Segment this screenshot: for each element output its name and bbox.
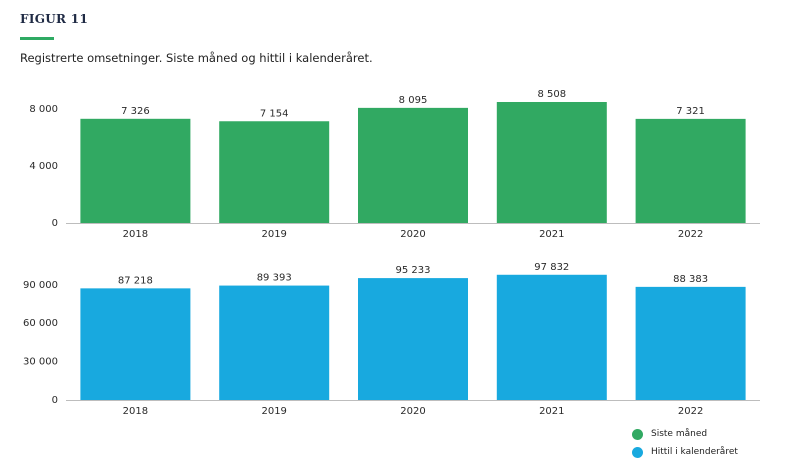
x-tick-label-siste: 2019: [261, 229, 286, 240]
x-tick-label-hittil: 2020: [400, 406, 425, 417]
data-label-hittil: 89 393: [257, 273, 292, 284]
x-tick-label-siste: 2020: [400, 229, 425, 240]
y-tick-label-siste: 8 000: [29, 104, 58, 115]
figure-label: FIGUR 11: [20, 12, 89, 26]
bar-siste-2020: [358, 107, 468, 223]
data-label-hittil: 88 383: [673, 274, 708, 285]
bar-siste-2019: [219, 121, 330, 223]
legend-label-siste: Siste måned: [651, 429, 708, 439]
data-label-siste: 8 095: [399, 95, 428, 106]
x-tick-label-hittil: 2019: [261, 406, 286, 417]
bar-hittil-2022: [635, 286, 746, 400]
bar-siste-2018: [80, 118, 191, 223]
y-tick-label-hittil: 90 000: [23, 280, 58, 291]
y-tick-label-hittil: 0: [52, 395, 58, 406]
data-label-hittil: 97 832: [534, 262, 569, 273]
data-label-siste: 7 326: [121, 106, 150, 117]
y-tick-label-siste: 4 000: [29, 161, 58, 172]
x-tick-label-hittil: 2021: [539, 406, 564, 417]
x-tick-label-hittil: 2022: [678, 406, 703, 417]
x-tick-label-siste: 2022: [678, 229, 703, 240]
legend-label-hittil: Hittil i kalenderåret: [651, 447, 738, 457]
legend-swatch-hittil: [632, 446, 643, 458]
legend-item-siste: Siste måned: [632, 425, 738, 443]
bar-hittil-2018: [80, 288, 191, 400]
legend-item-hittil: Hittil i kalenderåret: [632, 443, 738, 461]
bar-hittil-2020: [358, 278, 468, 400]
bar-hittil-2019: [219, 285, 330, 400]
x-tick-label-siste: 2018: [123, 229, 148, 240]
figure-subtitle: Registrerte omsetninger. Siste måned og …: [20, 51, 373, 65]
x-tick-label-siste: 2021: [539, 229, 564, 240]
bar-hittil-2021: [496, 274, 607, 400]
y-tick-label-hittil: 60 000: [23, 318, 58, 329]
legend: Siste måned Hittil i kalenderåret: [632, 425, 738, 461]
x-tick-label-hittil: 2018: [123, 406, 148, 417]
figure-accent-rule: [20, 37, 54, 40]
bar-siste-2021: [496, 101, 607, 223]
data-label-hittil: 95 233: [396, 265, 431, 276]
bar-siste-2022: [635, 118, 746, 223]
y-tick-label-hittil: 30 000: [23, 357, 58, 368]
data-label-siste: 7 321: [676, 106, 705, 117]
legend-swatch-siste: [632, 428, 643, 440]
data-label-hittil: 87 218: [118, 275, 153, 286]
data-label-siste: 8 508: [537, 89, 566, 100]
data-label-siste: 7 154: [260, 108, 289, 119]
y-tick-label-siste: 0: [52, 218, 58, 229]
